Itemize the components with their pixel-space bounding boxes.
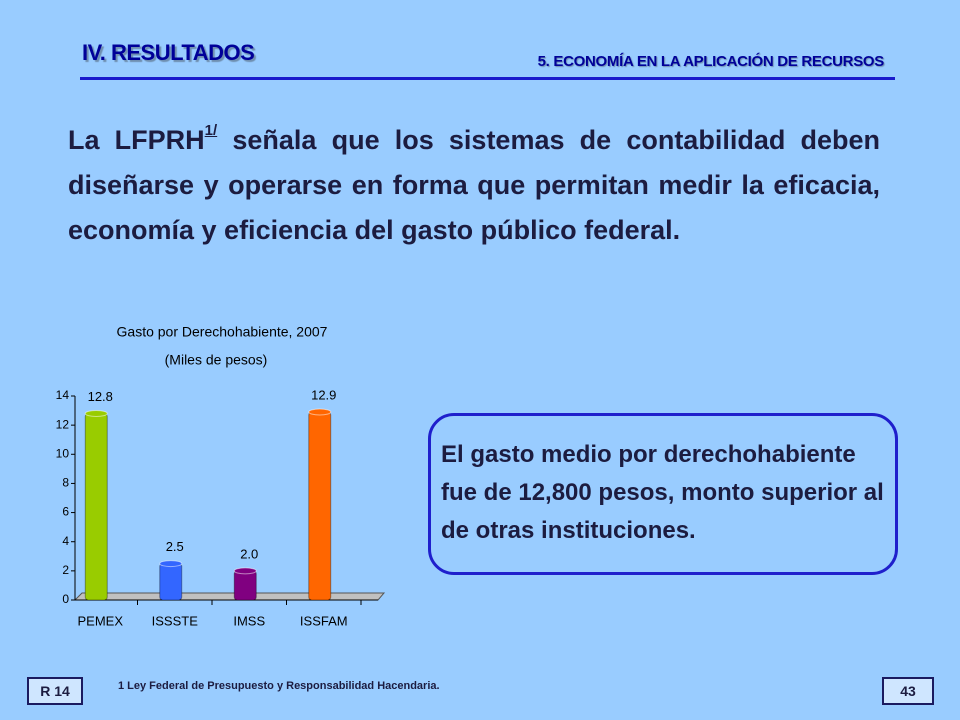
- x-tick-label: ISSSTE: [152, 613, 199, 628]
- footer-left: R 14: [27, 677, 83, 705]
- callout-text: El gasto medio por derechohabiente fue d…: [441, 441, 884, 544]
- chart-title: Gasto por Derechohabiente, 2007: [117, 324, 328, 340]
- y-tick-label: 4: [62, 534, 69, 548]
- y-tick-label: 12: [56, 417, 70, 431]
- value-label: 12.9: [311, 387, 336, 402]
- y-tick-label: 2: [62, 563, 69, 577]
- bar: [84, 412, 108, 601]
- y-tick-label: 10: [56, 446, 70, 460]
- x-tick-label: IMSS: [233, 613, 265, 628]
- bar: [233, 570, 257, 601]
- footnote: 1 Ley Federal de Presupuesto y Responsab…: [118, 680, 440, 692]
- chart-subtitle: (Miles de pesos): [165, 352, 268, 368]
- header-section: 5. ECONOMÍA EN LA APLICACIÓN DE RECURSOS: [537, 53, 885, 70]
- y-tick-label: 0: [62, 592, 69, 606]
- y-tick-label: 8: [62, 476, 69, 490]
- bar-top: [233, 567, 257, 575]
- header-title: IV. RESULTADOS: [82, 40, 255, 65]
- value-label: 2.0: [240, 546, 258, 561]
- paragraph-text: señala que los sistemas de contabilidad …: [68, 125, 880, 245]
- value-label: 12.8: [88, 389, 113, 404]
- bar: [159, 563, 183, 601]
- page-number: 43: [882, 677, 934, 705]
- bar-top: [308, 408, 332, 416]
- note-ref: 1/: [204, 122, 218, 139]
- bar-top: [84, 409, 108, 417]
- y-tick-label: 14: [56, 388, 70, 402]
- bar: [308, 411, 332, 601]
- lead: La LFPRH: [68, 125, 205, 155]
- value-label: 2.5: [166, 539, 184, 554]
- bar-top: [159, 560, 183, 568]
- y-tick-label: 6: [62, 505, 69, 519]
- floor: [73, 592, 386, 601]
- paragraph: La LFPRH1/ señala que los sistemas de co…: [68, 118, 880, 253]
- x-tick-label: ISSFAM: [300, 613, 348, 628]
- callout-box: El gasto medio por derechohabiente fue d…: [428, 413, 898, 575]
- header-rule: [80, 77, 895, 80]
- x-tick-label: PEMEX: [77, 613, 123, 628]
